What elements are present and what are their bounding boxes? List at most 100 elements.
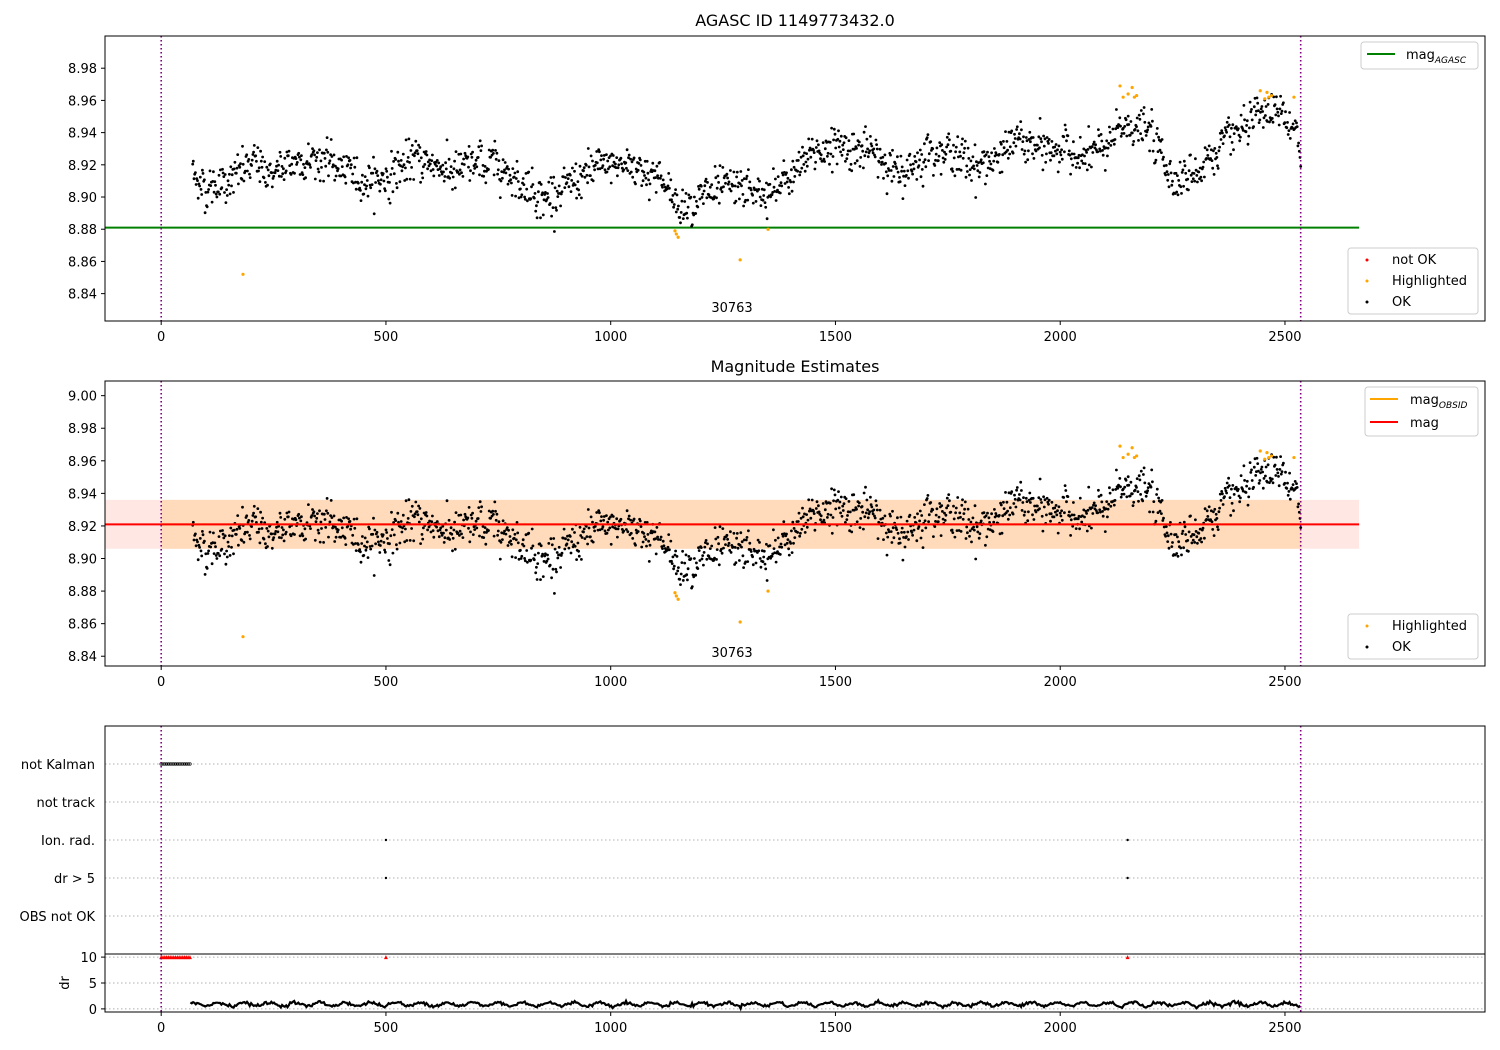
ok-point <box>565 181 569 185</box>
ok-point <box>279 516 283 519</box>
ok-point <box>1039 498 1043 501</box>
ok-point <box>596 167 600 171</box>
ok-point <box>293 171 296 175</box>
ok-point <box>892 536 896 540</box>
ok-point <box>254 515 258 519</box>
ok-point <box>862 527 865 531</box>
ok-point <box>510 181 513 185</box>
ok-point <box>1100 139 1104 143</box>
ok-point <box>462 163 466 166</box>
ok-point <box>194 532 197 536</box>
ok-point <box>617 163 621 167</box>
ok-point <box>573 544 577 548</box>
ok-point <box>1274 474 1278 477</box>
ok-point <box>1130 131 1134 135</box>
ok-point <box>1279 112 1283 115</box>
ok-point <box>1286 121 1289 124</box>
ok-point <box>809 516 813 520</box>
ok-point <box>1216 167 1220 170</box>
ok-point <box>351 172 355 176</box>
ok-point <box>999 142 1003 146</box>
ok-point <box>826 516 829 519</box>
ok-point <box>395 182 398 185</box>
ok-point <box>1036 143 1039 147</box>
ok-point <box>447 157 451 161</box>
ok-point <box>1104 146 1108 150</box>
ok-point <box>288 525 292 529</box>
ok-point <box>196 540 199 544</box>
ok-point <box>360 180 364 184</box>
ok-point <box>674 188 677 192</box>
ok-point <box>720 551 724 555</box>
ok-point <box>391 190 395 194</box>
ok-point <box>1115 108 1118 111</box>
ok-point <box>530 166 534 170</box>
magnitude-vlines <box>160 381 1302 666</box>
ok-point <box>717 542 720 546</box>
ok-point <box>751 555 754 559</box>
ok-point <box>634 167 638 171</box>
ok-point <box>749 550 753 553</box>
ok-point <box>282 539 286 543</box>
ok-point <box>1084 509 1088 513</box>
ok-point <box>309 527 312 530</box>
ok-point <box>678 577 682 581</box>
ok-point <box>948 499 951 503</box>
ok-point <box>1113 499 1117 502</box>
legend-highlighted-label-2: Highlighted <box>1392 619 1467 634</box>
ok-point <box>1128 494 1132 498</box>
ok-point <box>501 519 505 523</box>
ok-point <box>949 510 953 514</box>
ok-point <box>470 516 474 520</box>
ok-point <box>339 535 343 539</box>
ok-point <box>921 546 925 549</box>
ok-point <box>690 585 694 588</box>
ok-point <box>828 501 832 505</box>
ok-point <box>963 139 967 143</box>
ok-point <box>776 188 779 192</box>
ok-point <box>735 175 738 179</box>
ok-point <box>567 185 571 189</box>
ok-point <box>1252 465 1256 469</box>
ok-point <box>1074 166 1078 169</box>
ok-point <box>609 181 613 185</box>
ok-point <box>705 557 709 561</box>
ok-point <box>638 519 642 523</box>
ok-point <box>679 211 683 214</box>
ok-point <box>265 527 269 530</box>
ok-point <box>1190 180 1194 184</box>
ok-point <box>192 177 196 181</box>
ok-point <box>631 537 635 540</box>
ok-point <box>194 183 198 186</box>
ok-point <box>949 149 953 153</box>
ok-point <box>1150 108 1154 111</box>
ok-point <box>862 166 865 170</box>
ok-point <box>648 543 652 547</box>
ok-point <box>858 526 862 529</box>
ok-point <box>895 528 899 531</box>
ok-point <box>1166 178 1170 182</box>
highlighted-point <box>676 597 680 601</box>
ok-point <box>1109 144 1113 147</box>
ok-point <box>733 184 737 188</box>
ok-point <box>204 191 208 194</box>
ok-point <box>1245 124 1248 127</box>
ok-point <box>394 519 398 522</box>
ok-point <box>1200 179 1203 183</box>
ok-point <box>213 180 217 184</box>
ok-point <box>844 159 847 163</box>
ok-point <box>885 192 889 196</box>
highlighted-point <box>1135 454 1139 458</box>
ok-point <box>735 536 738 540</box>
ok-point <box>684 553 688 557</box>
ok-point <box>577 554 581 558</box>
ok-point <box>191 159 195 163</box>
ok-point <box>403 540 407 544</box>
ok-point <box>546 196 550 199</box>
ok-point <box>1060 509 1063 513</box>
ok-point <box>549 537 553 541</box>
ok-point <box>1034 149 1038 153</box>
ok-point <box>213 541 217 545</box>
ok-point <box>1044 160 1048 164</box>
ok-point <box>970 540 973 544</box>
